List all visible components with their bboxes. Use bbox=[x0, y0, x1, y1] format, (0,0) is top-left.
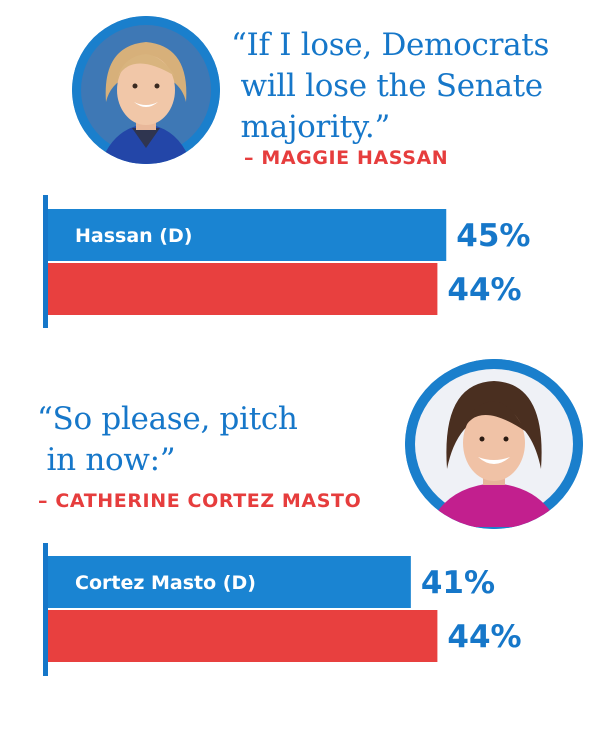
portrait-maggie-hassan bbox=[72, 16, 220, 164]
bar-label: Cortez Masto (D) bbox=[75, 572, 256, 594]
bar-blue bbox=[48, 209, 447, 261]
portrait-catherine-cortez-masto bbox=[405, 359, 583, 529]
value-label: 41% bbox=[421, 565, 495, 601]
value-label: 45% bbox=[456, 218, 530, 254]
chart-axis bbox=[43, 543, 48, 676]
attribution-text: – CATHERINE CORTEZ MASTO bbox=[38, 490, 362, 512]
value-label: 44% bbox=[447, 619, 521, 655]
poll-chart-cortez-masto: Cortez Masto (D) 41% 44% bbox=[0, 543, 600, 683]
attribution-text: – MAGGIE HASSAN bbox=[244, 147, 449, 169]
bar-red bbox=[48, 263, 438, 315]
bar-label: Hassan (D) bbox=[75, 225, 192, 247]
value-label: 44% bbox=[447, 272, 521, 308]
bar-blue bbox=[48, 556, 411, 608]
quote-text: “If I lose, Democrats will lose the Sena… bbox=[231, 27, 550, 145]
chart-svg: Hassan (D) 45% 44% bbox=[43, 195, 530, 328]
poll-chart-hassan: Hassan (D) 45% 44% bbox=[0, 195, 600, 335]
quote-text: “So please, pitch in now:” bbox=[37, 401, 298, 478]
bar-red bbox=[48, 610, 438, 662]
chart-svg: Cortez Masto (D) 41% 44% bbox=[43, 543, 522, 676]
chart-axis bbox=[43, 195, 48, 328]
